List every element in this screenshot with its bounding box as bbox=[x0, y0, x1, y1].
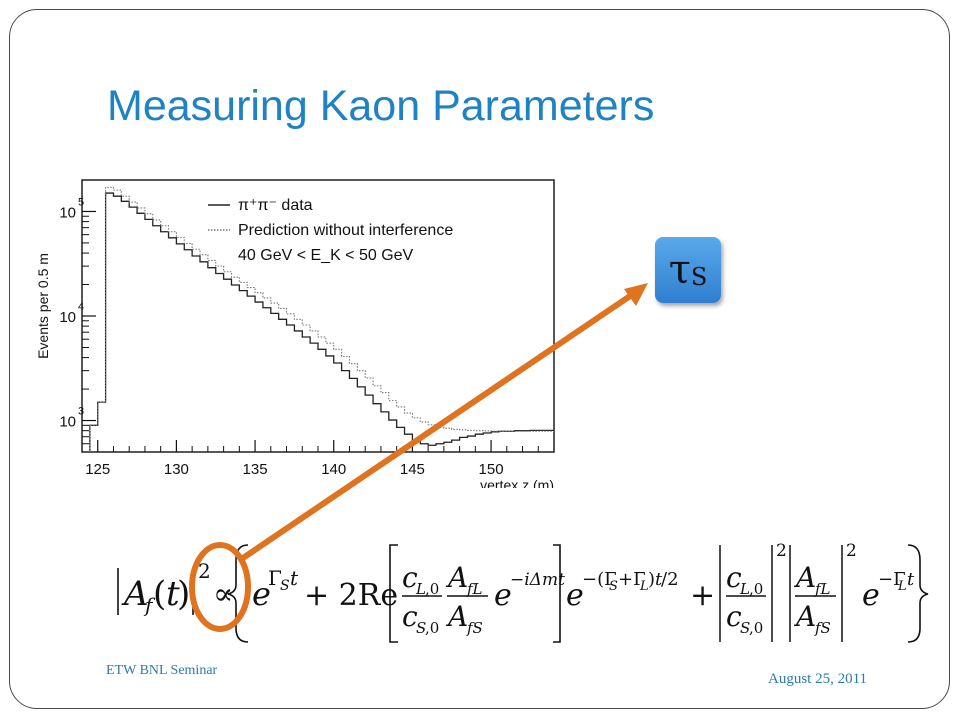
highlight-circle bbox=[189, 542, 251, 632]
svg-text:A: A bbox=[445, 561, 468, 594]
svg-text:A: A bbox=[793, 561, 816, 594]
svg-text:−Γ: −Γ bbox=[878, 569, 906, 590]
svg-text:): ) bbox=[177, 574, 190, 614]
svg-text:t: t bbox=[290, 566, 299, 590]
slide-frame bbox=[9, 9, 950, 709]
x-axis-label: vertex z (m) bbox=[480, 477, 554, 488]
svg-text:2: 2 bbox=[846, 541, 857, 561]
svg-text:fL: fL bbox=[814, 580, 831, 598]
data-series bbox=[89, 192, 554, 452]
tau-subscript: S bbox=[690, 263, 708, 291]
footer-date: August 25, 2011 bbox=[768, 671, 868, 687]
svg-text:A: A bbox=[121, 574, 149, 614]
svg-text:S: S bbox=[280, 578, 290, 594]
svg-text:t: t bbox=[166, 574, 180, 614]
legend-entry: π⁺π⁻ data bbox=[238, 197, 313, 214]
svg-text:c: c bbox=[402, 561, 418, 594]
y-tick-exponent: 5 bbox=[78, 196, 84, 208]
arrow-head bbox=[624, 283, 648, 306]
svg-text:Γ: Γ bbox=[268, 566, 282, 590]
svg-text:,0: ,0 bbox=[749, 580, 763, 598]
svg-text:t: t bbox=[655, 569, 663, 590]
svg-text:2: 2 bbox=[776, 541, 787, 561]
svg-text:,0: ,0 bbox=[425, 580, 439, 598]
svg-text:c: c bbox=[726, 600, 742, 633]
svg-text:e: e bbox=[494, 578, 512, 613]
x-tick-label: 135 bbox=[243, 461, 268, 478]
x-tick-label: 145 bbox=[400, 461, 425, 478]
footer-seminar: ETW BNL Seminar bbox=[106, 663, 218, 678]
svg-text:e: e bbox=[862, 578, 880, 613]
svg-text:A: A bbox=[793, 600, 816, 633]
x-tick-label: 150 bbox=[479, 461, 504, 478]
svg-text:(: ( bbox=[153, 574, 166, 614]
svg-text:e: e bbox=[252, 575, 271, 613]
svg-text:t: t bbox=[907, 569, 915, 590]
y-tick-exponent: 4 bbox=[78, 301, 84, 313]
y-tick-label: 10 bbox=[59, 309, 76, 326]
svg-text:fS: fS bbox=[814, 619, 831, 637]
svg-text:−(Γ: −(Γ bbox=[582, 569, 617, 590]
svg-text:fS: fS bbox=[466, 619, 483, 637]
x-tick-label: 130 bbox=[164, 461, 189, 478]
svg-text:fL: fL bbox=[466, 580, 483, 598]
svg-text:/2: /2 bbox=[661, 569, 679, 590]
svg-text:L: L bbox=[739, 580, 750, 598]
svg-text:+ 2Re: + 2Re bbox=[304, 578, 398, 613]
svg-text:c: c bbox=[726, 561, 742, 594]
prediction-series bbox=[89, 186, 554, 452]
svg-text:L: L bbox=[897, 579, 907, 594]
svg-text:L: L bbox=[639, 579, 649, 594]
svg-text:e: e bbox=[566, 578, 584, 613]
x-tick-label: 125 bbox=[85, 461, 110, 478]
y-tick-exponent: 3 bbox=[78, 406, 84, 418]
svg-text:A: A bbox=[445, 600, 468, 633]
svg-text:∝: ∝ bbox=[213, 577, 233, 612]
slide-title: Measuring Kaon Parameters bbox=[107, 82, 655, 130]
tau-s-button[interactable]: τ S bbox=[655, 237, 721, 303]
svg-text:L: L bbox=[415, 580, 426, 598]
legend-entry: Prediction without interference bbox=[238, 222, 453, 239]
svg-text:+Γ: +Γ bbox=[618, 569, 646, 590]
y-axis-label: Events per 0.5 m bbox=[36, 253, 51, 359]
y-tick-label: 10 bbox=[59, 204, 76, 221]
svg-text:S: S bbox=[740, 619, 750, 637]
x-tick-label: 140 bbox=[321, 461, 346, 478]
svg-text:+: + bbox=[690, 578, 715, 613]
legend-entry: 40 GeV < E_K < 50 GeV bbox=[238, 247, 414, 264]
svg-text:,0: ,0 bbox=[749, 619, 763, 637]
svg-text:2: 2 bbox=[198, 559, 211, 583]
svg-text:): ) bbox=[648, 569, 655, 590]
svg-text:S: S bbox=[416, 619, 426, 637]
highlight-arrow bbox=[238, 289, 638, 563]
tau-symbol: τ bbox=[668, 247, 691, 293]
svg-text:c: c bbox=[402, 600, 418, 633]
y-tick-label: 10 bbox=[59, 414, 76, 431]
svg-text:−iΔmt: −iΔmt bbox=[510, 570, 565, 590]
svg-text:,0: ,0 bbox=[425, 619, 439, 637]
svg-text:S: S bbox=[609, 579, 618, 594]
